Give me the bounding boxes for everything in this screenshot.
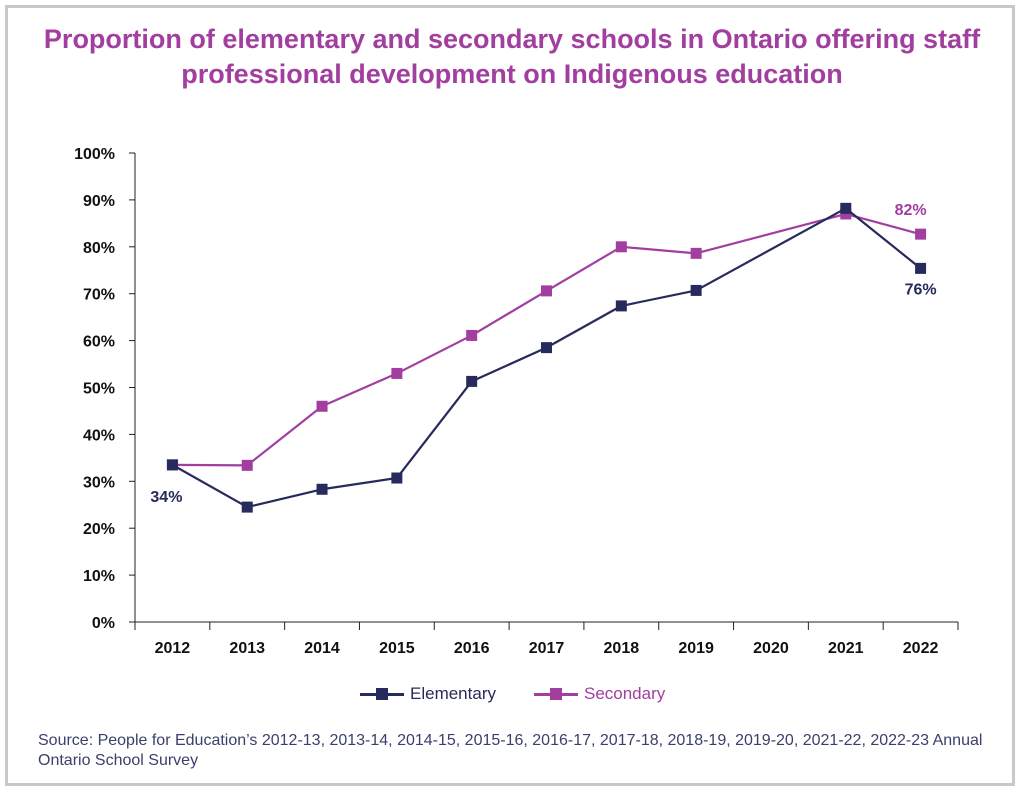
data-point-elementary bbox=[466, 375, 478, 387]
y-tick-label: 0% bbox=[92, 615, 115, 632]
legend-swatch-elementary bbox=[360, 687, 404, 701]
x-tick-label: 2014 bbox=[304, 640, 340, 657]
data-point-elementary bbox=[166, 459, 178, 471]
x-tick-label: 2019 bbox=[678, 640, 714, 657]
x-tick-label: 2016 bbox=[454, 640, 490, 657]
y-tick-label: 100% bbox=[74, 146, 115, 163]
data-point-elementary bbox=[541, 342, 552, 354]
y-tick-label: 40% bbox=[83, 427, 115, 444]
series-line-secondary bbox=[172, 212, 921, 467]
data-point-elementary bbox=[391, 472, 403, 484]
y-tick-label: 30% bbox=[83, 474, 115, 491]
data-point-secondary bbox=[466, 329, 478, 341]
legend-swatch-secondary bbox=[533, 687, 578, 701]
legend: Elementary Secondary bbox=[360, 684, 665, 704]
y-tick-label: 10% bbox=[83, 568, 115, 585]
data-point-secondary bbox=[615, 241, 627, 253]
y-tick-label: 20% bbox=[83, 521, 115, 538]
chart-frame bbox=[5, 5, 1015, 786]
x-tick-label: 2015 bbox=[379, 640, 415, 657]
data-label-elementary: 76% bbox=[905, 281, 937, 298]
data-point-elementary bbox=[316, 483, 328, 495]
data-point-secondary bbox=[391, 367, 403, 379]
y-tick-label: 80% bbox=[83, 240, 115, 257]
data-point-elementary bbox=[690, 284, 702, 296]
data-point-secondary bbox=[915, 228, 927, 240]
data-point-secondary bbox=[840, 208, 852, 220]
data-point-elementary bbox=[615, 300, 627, 312]
legend-item-elementary: Elementary bbox=[360, 684, 496, 704]
legend-label-secondary: Secondary bbox=[583, 684, 666, 703]
x-tick-label: 2012 bbox=[155, 640, 191, 657]
x-tick-label: 2022 bbox=[903, 640, 939, 657]
data-point-elementary bbox=[840, 202, 852, 214]
y-tick-label: 70% bbox=[83, 287, 115, 304]
x-tick-label: 2021 bbox=[828, 640, 864, 657]
data-point-secondary bbox=[690, 247, 702, 259]
y-tick-label: 50% bbox=[83, 381, 115, 398]
data-label-secondary: 82% bbox=[895, 202, 927, 219]
y-tick-label: 60% bbox=[83, 334, 115, 351]
series-line-elementary bbox=[171, 207, 922, 509]
data-point-elementary bbox=[241, 501, 253, 513]
x-tick-label: 2017 bbox=[529, 640, 565, 657]
x-tick-label: 2018 bbox=[604, 640, 640, 657]
legend-label-elementary: Elementary bbox=[410, 684, 496, 703]
data-label-elementary: 34% bbox=[150, 489, 182, 506]
data-point-elementary bbox=[915, 262, 927, 274]
chart-title: Proportion of elementary and secondary s… bbox=[43, 24, 981, 89]
legend-item-secondary: Secondary bbox=[533, 684, 666, 704]
data-point-secondary bbox=[241, 459, 253, 471]
y-tick-label: 90% bbox=[83, 193, 115, 210]
x-tick-label: 2020 bbox=[753, 640, 789, 657]
x-tick-label: 2013 bbox=[229, 640, 265, 657]
data-point-secondary bbox=[541, 285, 552, 297]
data-point-secondary bbox=[316, 400, 328, 412]
source-note: Source: People for Education’s 2012-13, … bbox=[38, 732, 983, 769]
